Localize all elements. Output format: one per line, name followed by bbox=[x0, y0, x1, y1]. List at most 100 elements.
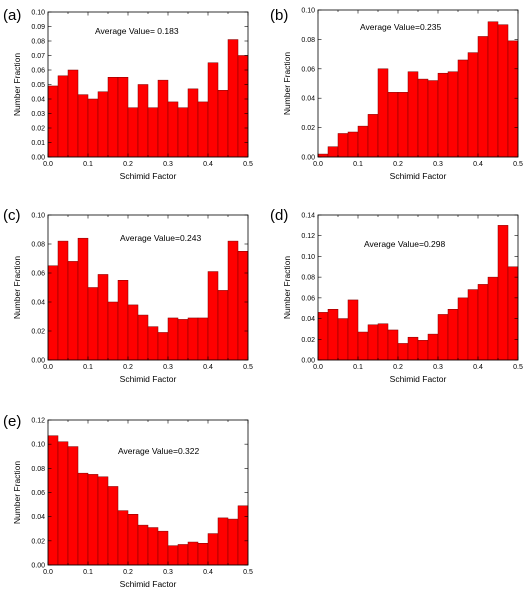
histogram-bar bbox=[227, 39, 239, 158]
histogram-bar bbox=[167, 545, 179, 566]
y-axis-label: Number Fraction bbox=[12, 53, 22, 117]
x-tick-label: 0.2 bbox=[123, 364, 133, 371]
histogram-bar bbox=[87, 287, 99, 361]
histogram-bar bbox=[167, 101, 179, 158]
histogram-bar bbox=[317, 153, 329, 158]
histogram-bar bbox=[217, 290, 229, 361]
histogram-bar bbox=[377, 323, 389, 361]
x-tick-label: 0.1 bbox=[353, 161, 363, 168]
histogram-bar bbox=[227, 518, 239, 566]
histogram-bar bbox=[497, 24, 509, 158]
histogram-bar bbox=[177, 107, 189, 158]
histogram-bar bbox=[77, 237, 89, 361]
histogram-bar bbox=[67, 446, 79, 566]
x-axis-label: Schimid Factor bbox=[120, 374, 177, 384]
y-tick-label: 0.12 bbox=[31, 418, 45, 425]
histogram-bar bbox=[217, 517, 229, 566]
histogram-bar bbox=[427, 333, 439, 361]
histogram-bar bbox=[357, 331, 369, 361]
x-tick-label: 0.0 bbox=[43, 364, 53, 371]
histogram-bar bbox=[227, 240, 239, 361]
histogram-bar bbox=[407, 71, 419, 158]
y-tick-label: 0.00 bbox=[31, 358, 45, 365]
histogram-bar bbox=[467, 289, 479, 361]
histogram-bar bbox=[127, 107, 139, 158]
y-tick-label: 0.05 bbox=[31, 82, 45, 89]
y-tick-label: 0.04 bbox=[301, 96, 315, 103]
histogram-bar bbox=[177, 544, 189, 566]
histogram-bar bbox=[447, 309, 459, 361]
x-tick-label: 0.1 bbox=[83, 569, 93, 576]
chart-panel: 0.0 0.1 0.2 0.3 0.4 0.5 0.00 0.02 0.04 0.06 0.08 0.… bbox=[270, 207, 523, 384]
histogram-bar bbox=[437, 314, 449, 361]
y-tick-label: 0.02 bbox=[31, 329, 45, 336]
x-tick-label: 0.1 bbox=[353, 364, 363, 371]
histogram-bar bbox=[107, 486, 119, 566]
histogram-bar bbox=[147, 107, 159, 158]
chart-panel: 0.0 0.1 0.2 0.3 0.4 0.5 0.00 0.01 0.02 0.03 0.04 0.… bbox=[3, 7, 253, 181]
histogram-bar bbox=[127, 304, 139, 361]
histogram-bar bbox=[427, 80, 439, 158]
histogram-bar bbox=[137, 84, 149, 158]
average-value-annotation: Average Value= 0.183 bbox=[95, 26, 179, 36]
histogram-bar bbox=[107, 301, 119, 361]
histogram-bar bbox=[387, 92, 399, 158]
histogram-bar bbox=[127, 514, 139, 566]
x-axis-label: Schimid Factor bbox=[390, 374, 447, 384]
histogram-bar bbox=[477, 284, 489, 361]
histogram-bar bbox=[177, 319, 189, 361]
y-tick-label: 0.02 bbox=[31, 126, 45, 133]
histogram-bar bbox=[337, 318, 349, 361]
y-axis-label: Number Fraction bbox=[282, 52, 292, 116]
x-tick-label: 0.0 bbox=[313, 364, 323, 371]
x-axis-label: Schimid Factor bbox=[120, 579, 177, 589]
histogram-bar bbox=[337, 133, 349, 158]
y-tick-label: 0.04 bbox=[301, 316, 315, 323]
histogram-bar bbox=[397, 92, 409, 158]
histogram-bar bbox=[187, 88, 199, 158]
y-tick-label: 0.08 bbox=[31, 466, 45, 473]
y-axis-label: Number Fraction bbox=[12, 256, 22, 320]
histogram-bar bbox=[507, 40, 519, 158]
x-tick-label: 0.3 bbox=[433, 161, 443, 168]
histogram-bar bbox=[87, 474, 99, 566]
histogram-bar bbox=[77, 94, 89, 158]
histogram-bar bbox=[47, 265, 59, 361]
histogram-bar bbox=[457, 59, 469, 158]
y-tick-label: 0.08 bbox=[31, 39, 45, 46]
x-tick-label: 0.0 bbox=[43, 569, 53, 576]
histogram-bar bbox=[157, 530, 169, 566]
x-tick-label: 0.3 bbox=[163, 364, 173, 371]
y-tick-label: 0.06 bbox=[31, 68, 45, 75]
x-tick-label: 0.2 bbox=[123, 569, 133, 576]
histogram-bar bbox=[497, 225, 509, 361]
histogram-bar bbox=[197, 101, 209, 158]
histogram-bar bbox=[207, 271, 219, 361]
y-tick-label: 0.00 bbox=[301, 155, 315, 162]
histogram-bar bbox=[57, 441, 69, 566]
x-tick-label: 0.4 bbox=[473, 161, 483, 168]
histogram-bar bbox=[137, 314, 149, 361]
average-value-annotation: Average Value=0.322 bbox=[118, 446, 199, 456]
y-tick-label: 0.06 bbox=[31, 490, 45, 497]
histogram-bar bbox=[207, 62, 219, 158]
y-tick-label: 0.03 bbox=[31, 111, 45, 118]
y-tick-label: 0.09 bbox=[31, 24, 45, 31]
average-value-annotation: Average Value=0.298 bbox=[364, 239, 445, 249]
histogram-bar bbox=[67, 261, 79, 361]
histogram-bar bbox=[197, 317, 209, 361]
x-axis-label: Schimid Factor bbox=[120, 171, 177, 181]
x-tick-label: 0.1 bbox=[83, 364, 93, 371]
y-tick-label: 0.08 bbox=[31, 242, 45, 249]
x-tick-label: 0.3 bbox=[163, 569, 173, 576]
y-tick-label: 0.06 bbox=[301, 66, 315, 73]
histogram-bar bbox=[107, 77, 119, 158]
x-tick-label: 0.3 bbox=[433, 364, 443, 371]
histogram-bar bbox=[217, 90, 229, 158]
histogram-bar bbox=[367, 114, 379, 158]
y-axis-label: Number Fraction bbox=[282, 256, 292, 320]
y-tick-label: 0.08 bbox=[301, 37, 315, 44]
histogram-bar bbox=[417, 340, 429, 361]
y-tick-label: 0.10 bbox=[31, 213, 45, 220]
